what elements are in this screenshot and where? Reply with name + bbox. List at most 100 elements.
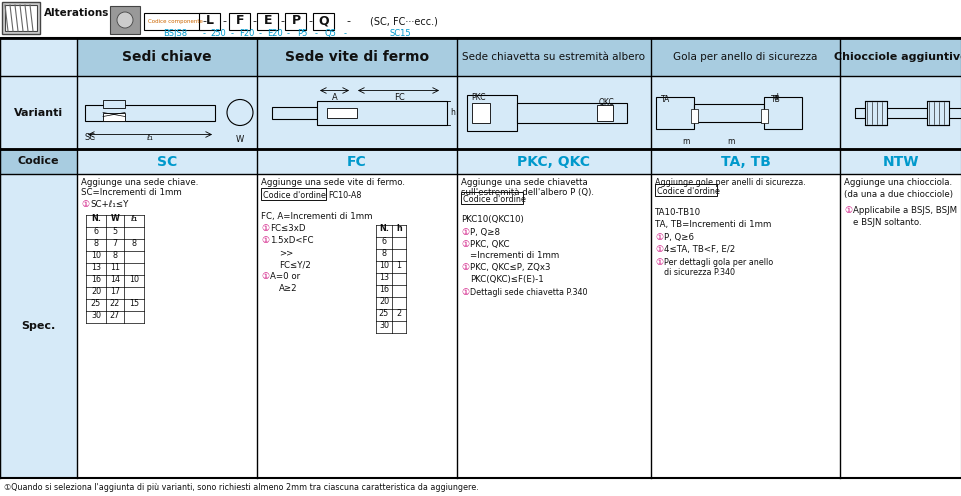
Text: 2: 2 (396, 310, 401, 318)
Text: 14: 14 (110, 275, 120, 284)
Text: ℓ₁: ℓ₁ (131, 214, 137, 223)
FancyBboxPatch shape (144, 12, 206, 29)
Bar (317, 101, 447, 124)
Text: SC=Incrementi di 1mm: SC=Incrementi di 1mm (81, 188, 182, 197)
Text: 8: 8 (93, 239, 98, 248)
Text: A: A (332, 92, 337, 102)
Text: 8: 8 (112, 251, 117, 260)
Text: 15: 15 (129, 300, 139, 309)
Text: F20: F20 (239, 29, 255, 38)
Text: PKC, QKC: PKC, QKC (517, 154, 590, 169)
Bar (327, 108, 357, 118)
Text: ①: ① (654, 258, 662, 267)
Text: ①: ① (460, 263, 469, 272)
Text: 1.5xD<FC: 1.5xD<FC (270, 236, 313, 245)
Text: (SC, FC···ecc.): (SC, FC···ecc.) (370, 16, 437, 26)
Text: NTW: NTW (882, 154, 919, 169)
Text: E: E (263, 14, 272, 27)
Text: Codice d'ordine: Codice d'ordine (462, 194, 526, 203)
Text: -: - (346, 16, 350, 26)
Bar (864, 101, 886, 124)
Bar (0, 149, 77, 174)
Text: QKC: QKC (599, 99, 614, 108)
Text: 1: 1 (396, 261, 401, 270)
Bar (77, 38, 257, 76)
Text: Aggiunge gole per anelli di sicurezza.: Aggiunge gole per anelli di sicurezza. (654, 178, 805, 187)
Bar (260, 188, 326, 200)
Text: ①: ① (460, 240, 469, 249)
Text: Codice d'ordine: Codice d'ordine (262, 190, 326, 199)
Bar (110, 6, 140, 34)
Bar (693, 104, 763, 122)
Text: h: h (396, 224, 402, 233)
Text: FC≤Y/2: FC≤Y/2 (279, 260, 310, 269)
Bar (926, 101, 948, 124)
Text: Spec.: Spec. (21, 321, 56, 331)
Text: Sede vite di fermo: Sede vite di fermo (284, 50, 429, 64)
Bar (460, 192, 523, 204)
Text: -: - (259, 29, 261, 38)
Text: -: - (308, 16, 311, 26)
Text: ①: ① (654, 245, 662, 254)
Text: Per dettagli gola per anello: Per dettagli gola per anello (663, 258, 773, 267)
Text: Varianti: Varianti (13, 108, 63, 118)
Text: SC: SC (85, 132, 96, 141)
Text: N.: N. (91, 214, 101, 223)
Text: 10: 10 (379, 261, 388, 270)
Text: e BSJN soltanto.: e BSJN soltanto. (852, 218, 921, 227)
Text: -: - (202, 16, 206, 26)
Text: >>: >> (279, 248, 293, 257)
Text: 30: 30 (379, 321, 388, 330)
Text: Aggiunge una chiocciola.: Aggiunge una chiocciola. (843, 178, 951, 187)
Text: 10: 10 (91, 251, 101, 260)
Text: 16: 16 (379, 285, 388, 294)
Text: W: W (235, 134, 244, 143)
Text: P, Q≥8: P, Q≥8 (470, 228, 500, 237)
Text: ①: ① (654, 233, 662, 242)
Text: Codice d'ordine: Codice d'ordine (656, 186, 719, 195)
Text: 13: 13 (379, 273, 388, 282)
FancyBboxPatch shape (230, 12, 250, 29)
Bar (760, 109, 767, 123)
Bar (103, 113, 125, 121)
Text: ①: ① (260, 224, 269, 233)
Text: Dettagli sede chiavetta P.340: Dettagli sede chiavetta P.340 (470, 288, 587, 297)
Text: Codice componente: Codice componente (147, 18, 202, 23)
Bar (655, 97, 693, 128)
Text: 5: 5 (112, 227, 117, 236)
Bar (597, 105, 612, 121)
Text: FC10-A8: FC10-A8 (328, 190, 361, 199)
Text: P, Q≥6: P, Q≥6 (663, 233, 693, 242)
Text: ①Quando si seleziona l'aggiunta di più varianti, sono richiesti almeno 2mm tra c: ①Quando si seleziona l'aggiunta di più v… (4, 483, 479, 492)
Text: ①: ① (460, 228, 469, 237)
Text: Codice: Codice (17, 157, 60, 167)
Bar (763, 97, 801, 128)
FancyBboxPatch shape (258, 12, 279, 29)
Text: h: h (450, 108, 455, 117)
Text: (da una a due chiocciole): (da una a due chiocciole) (843, 190, 952, 199)
Bar (516, 103, 627, 123)
Text: -: - (252, 16, 256, 26)
Text: 8: 8 (382, 249, 386, 258)
Text: 8: 8 (132, 240, 136, 248)
Text: =Incrementi di 1mm: =Incrementi di 1mm (470, 251, 558, 260)
Text: ①: ① (81, 200, 89, 209)
Text: 20: 20 (91, 287, 101, 296)
Text: PKC: PKC (471, 92, 485, 102)
Text: FC, A=Incrementi di 1mm: FC, A=Incrementi di 1mm (260, 212, 372, 221)
Text: Aggiunge una sede vite di fermo.: Aggiunge una sede vite di fermo. (260, 178, 405, 187)
Text: SC15: SC15 (389, 29, 410, 38)
Bar (854, 108, 961, 118)
Bar (257, 76, 456, 149)
Text: 11: 11 (110, 263, 120, 272)
Text: TA10-TB10: TA10-TB10 (654, 208, 701, 217)
Text: TA, TB=Incrementi di 1mm: TA, TB=Incrementi di 1mm (654, 220, 771, 229)
Text: 6: 6 (382, 237, 386, 246)
Text: FC≤3xD: FC≤3xD (270, 224, 306, 233)
Bar (103, 100, 125, 108)
Bar (466, 95, 516, 130)
Text: PKC, QKC≤P, ZQx3: PKC, QKC≤P, ZQx3 (470, 263, 550, 272)
Text: P5: P5 (297, 29, 307, 38)
Text: -: - (280, 16, 283, 26)
Text: ℓ₁: ℓ₁ (146, 132, 153, 141)
